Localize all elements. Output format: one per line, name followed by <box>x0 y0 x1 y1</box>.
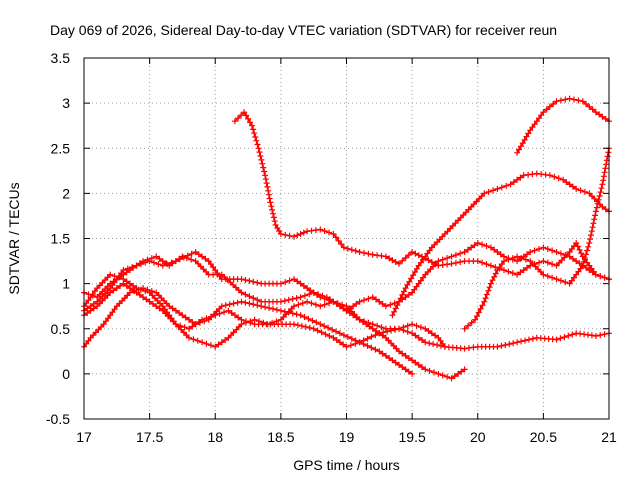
x-tick-label: 20 <box>470 429 486 445</box>
x-tick-label: 21 <box>601 429 617 445</box>
y-tick-label: -0.5 <box>46 411 70 427</box>
y-tick-label: 0.5 <box>51 321 71 337</box>
grid <box>84 58 609 419</box>
series-track-g <box>389 170 612 319</box>
series-track-c <box>81 285 416 377</box>
series-markers <box>81 253 468 382</box>
x-tick-label: 17 <box>76 429 92 445</box>
series-track-i <box>461 145 612 332</box>
chart-title: Day 069 of 2026, Sidereal Day-to-day VTE… <box>50 22 557 38</box>
y-tick-label: 1 <box>62 276 70 292</box>
series-track-h <box>514 95 612 156</box>
series-track-b <box>81 253 468 382</box>
series-markers <box>514 95 612 156</box>
y-tick-label: 1.5 <box>51 231 71 247</box>
y-tick-label: 2 <box>62 185 70 201</box>
y-tick-label: 2.5 <box>51 140 71 156</box>
series-line <box>516 97 610 154</box>
series-markers <box>231 109 612 283</box>
x-tick-label: 19 <box>339 429 355 445</box>
x-tick-label: 18.5 <box>267 429 294 445</box>
series-markers <box>81 285 416 377</box>
series-markers <box>81 280 612 352</box>
data-series <box>81 95 612 382</box>
y-axis-title: SDTVAR / TECUs <box>6 182 22 294</box>
y-tick-label: 3 <box>62 95 70 111</box>
series-markers <box>389 170 612 319</box>
x-tick-label: 19.5 <box>399 429 426 445</box>
series-markers <box>461 145 612 332</box>
x-tick-label: 17.5 <box>136 429 163 445</box>
series-line <box>83 255 466 380</box>
series-track-e <box>81 280 612 352</box>
y-tick-label: 0 <box>62 366 70 382</box>
x-axis-title: GPS time / hours <box>293 457 400 473</box>
y-tick-label: 3.5 <box>51 50 71 66</box>
series-track-f <box>231 109 612 283</box>
x-tick-label: 20.5 <box>530 429 557 445</box>
x-tick-label: 18 <box>207 429 223 445</box>
axis-ticks: 17 17.5 18 18.5 19 19.5 20 20.5 21 -0.5 0 0.5 1 1.5 2 2… <box>46 50 617 445</box>
